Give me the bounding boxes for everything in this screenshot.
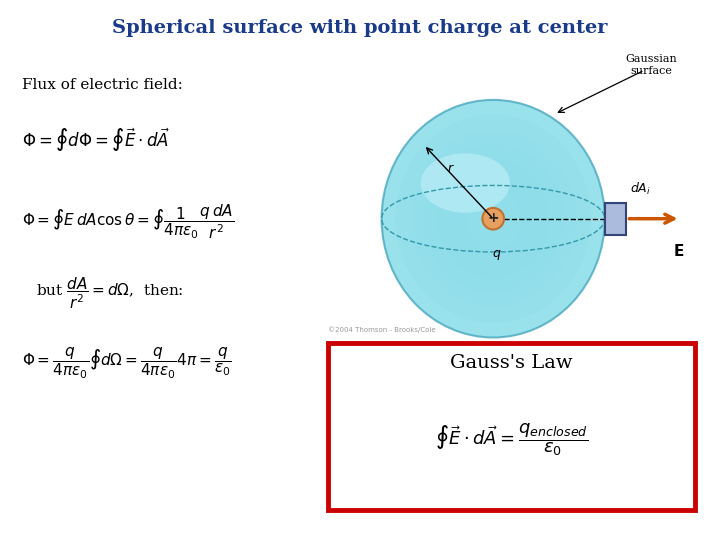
Ellipse shape [420, 153, 510, 213]
Ellipse shape [395, 115, 591, 322]
Text: ©2004 Thomson - Brooks/Cole: ©2004 Thomson - Brooks/Cole [328, 327, 435, 333]
Text: $r$: $r$ [447, 163, 455, 176]
Ellipse shape [480, 204, 507, 233]
Text: $\oint \vec{E} \cdot d\vec{A} = \dfrac{q_{enclosed}}{\varepsilon_0}$: $\oint \vec{E} \cdot d\vec{A} = \dfrac{q… [435, 422, 588, 458]
Text: $\mathbf{E}$: $\mathbf{E}$ [672, 243, 684, 259]
Text: but $\dfrac{dA}{r^2} = d\Omega$,  then:: but $\dfrac{dA}{r^2} = d\Omega$, then: [36, 275, 184, 311]
Ellipse shape [410, 130, 577, 308]
Text: Flux of electric field:: Flux of electric field: [22, 78, 182, 92]
Text: Gauss's Law: Gauss's Law [450, 354, 572, 372]
Ellipse shape [382, 100, 605, 338]
Text: +: + [487, 211, 499, 225]
Ellipse shape [465, 189, 521, 248]
Ellipse shape [482, 208, 504, 230]
Text: Gaussian
surface: Gaussian surface [626, 54, 678, 76]
Ellipse shape [438, 159, 549, 278]
Text: $q$: $q$ [492, 248, 502, 262]
Ellipse shape [382, 100, 605, 338]
Ellipse shape [451, 174, 535, 263]
Text: Spherical surface with point charge at center: Spherical surface with point charge at c… [112, 19, 608, 37]
Bar [328, 343, 695, 510]
Text: $\Phi = \dfrac{q}{4\pi\varepsilon_0} \oint d\Omega = \dfrac{q}{4\pi\varepsilon_0: $\Phi = \dfrac{q}{4\pi\varepsilon_0} \oi… [22, 346, 231, 381]
Ellipse shape [423, 144, 563, 293]
Text: $\Phi = \oint d\Phi = \oint \vec{E} \cdot d\vec{A}$: $\Phi = \oint d\Phi = \oint \vec{E} \cdo… [22, 127, 170, 154]
Text: $\Phi = \oint E\, dA \cos\theta = \oint \dfrac{1}{4\pi\varepsilon_0} \dfrac{q\, : $\Phi = \oint E\, dA \cos\theta = \oint … [22, 202, 234, 241]
Text: $dA_i$: $dA_i$ [630, 181, 651, 197]
Bar [605, 202, 626, 235]
